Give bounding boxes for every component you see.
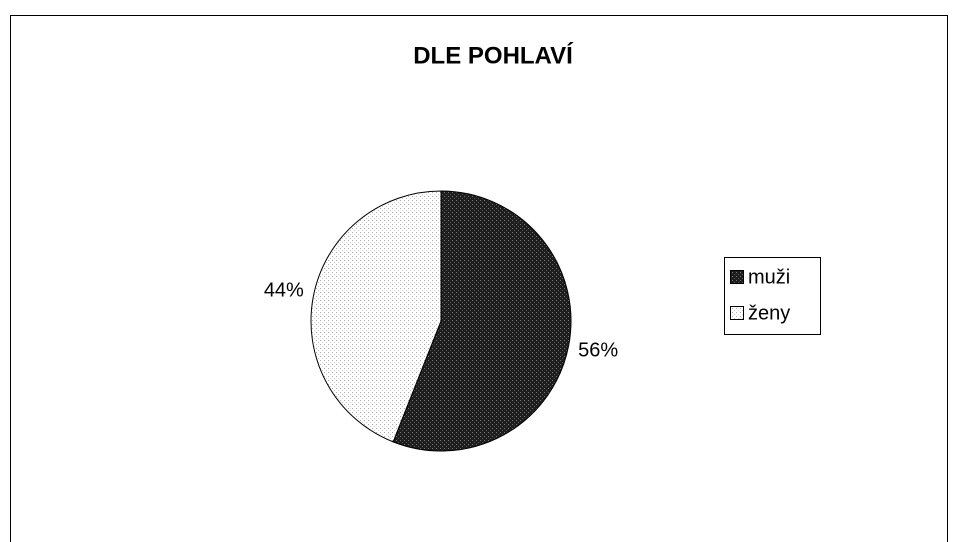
data-label: 56% (578, 339, 618, 361)
chart-frame (10, 15, 948, 542)
legend-swatch (730, 306, 744, 320)
pie-slice (392, 190, 572, 452)
legend-label: muži (748, 266, 790, 288)
legend-swatch (730, 270, 744, 284)
pie (310, 190, 572, 452)
pie-slice (310, 190, 442, 443)
data-label: 44% (264, 279, 304, 301)
legend-label: ženy (748, 302, 790, 324)
chart-title: DLE POHLAVÍ (413, 41, 574, 69)
